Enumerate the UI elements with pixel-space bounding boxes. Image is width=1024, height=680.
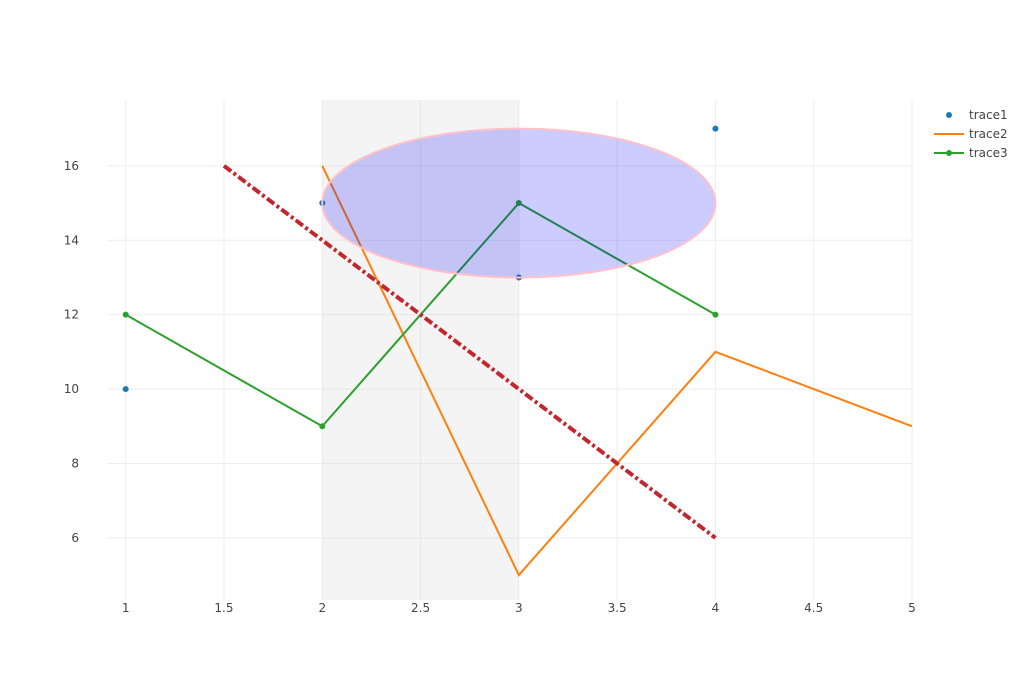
trace3-point [319,423,326,430]
legend-swatch-marker [946,150,952,156]
legend-label: trace3 [969,146,1008,160]
y-tick-label: 14 [64,233,79,247]
shapes-below [322,100,519,600]
x-tick-label: 1 [122,601,130,615]
legend-label: trace1 [969,108,1008,122]
legend[interactable]: trace1 trace2 trace3 [934,108,1008,160]
x-axis-ticks: 1 1.5 2 2.5 3 3.5 4 4.5 5 [122,601,916,615]
x-tick-label: 5 [908,601,916,615]
legend-item-trace1[interactable]: trace1 [946,108,1008,122]
legend-item-trace3[interactable]: trace3 [934,146,1008,160]
y-axis-ticks: 6 8 10 12 14 16 [64,159,79,545]
x-tick-label: 3.5 [608,601,627,615]
trace3-point [515,200,522,207]
y-tick-label: 6 [71,531,79,545]
y-tick-label: 10 [64,382,79,396]
y-tick-label: 12 [64,308,79,322]
highlight-band [322,100,519,600]
x-gridlines [125,100,913,600]
legend-item-trace2[interactable]: trace2 [934,127,1008,141]
trace1-point [712,125,719,132]
y-tick-label: 8 [71,456,79,470]
x-tick-label: 4.5 [804,601,823,615]
x-tick-label: 2.5 [411,601,430,615]
dashdot-line-shape [222,164,717,540]
legend-swatch-marker [946,112,952,118]
shapes-above [222,127,717,540]
x-tick-label: 2 [318,601,326,615]
x-tick-label: 3 [515,601,523,615]
trace3-point [712,311,719,318]
trace1-point [122,386,129,393]
y-gridlines [108,165,912,539]
trace3-point [122,311,129,318]
x-tick-label: 4 [712,601,720,615]
x-tick-label: 1.5 [214,601,233,615]
y-tick-label: 16 [64,159,79,173]
legend-label: trace2 [969,127,1008,141]
ellipse-shape [321,127,717,279]
